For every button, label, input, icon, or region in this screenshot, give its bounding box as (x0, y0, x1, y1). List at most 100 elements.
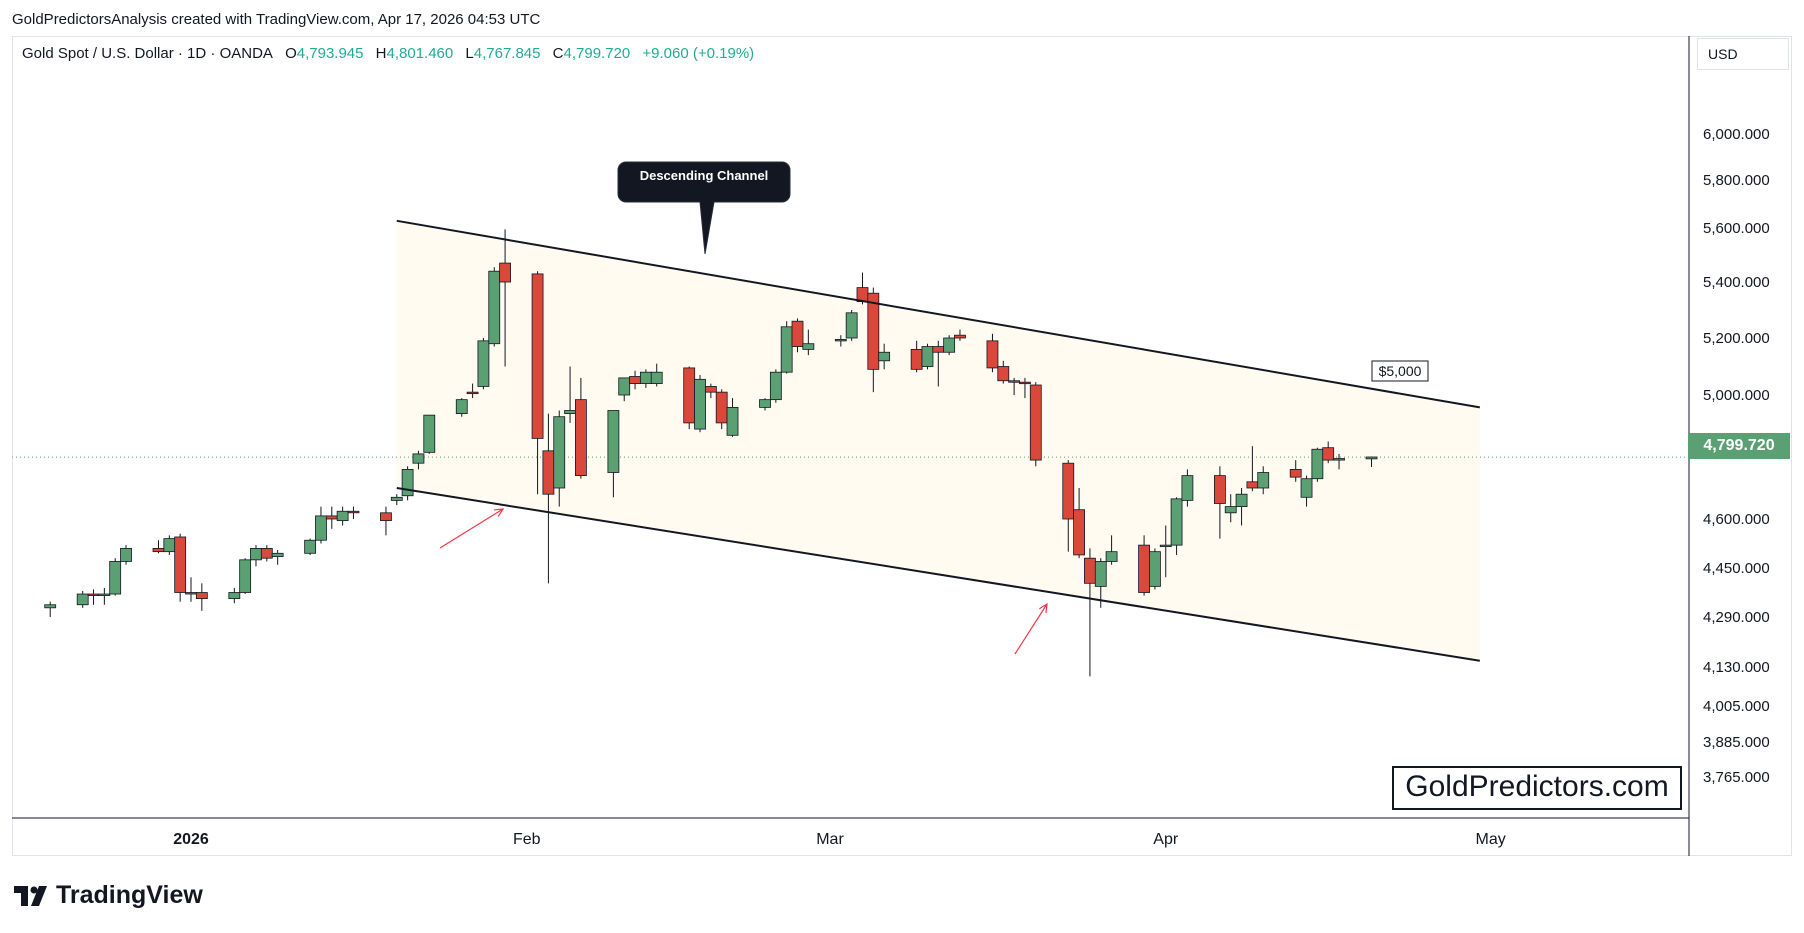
change-value: +9.060 (+0.19%) (642, 45, 755, 62)
candle-body (304, 539, 317, 554)
currency-selector[interactable]: USD (1697, 38, 1789, 70)
y-tick-label: 3,885.000 (1703, 734, 1770, 751)
candle-body (1365, 456, 1378, 460)
candle (1365, 456, 1378, 467)
candle-body (629, 376, 641, 385)
candle-body (477, 340, 490, 387)
y-tick-label: 4,450.000 (1703, 560, 1770, 577)
low-value: 4,767.845 (473, 45, 541, 62)
candle-body (423, 414, 436, 453)
y-tick-label: 4,130.000 (1703, 659, 1770, 676)
candle-body (650, 371, 663, 385)
candle-body (271, 552, 284, 557)
candle-body (76, 593, 89, 606)
candle (1300, 475, 1313, 507)
candle (1149, 548, 1161, 590)
candle-body (694, 378, 706, 430)
candle (780, 321, 793, 374)
candle (834, 335, 847, 347)
candle (607, 410, 620, 498)
candles-layer (44, 229, 1378, 677)
candle-body (1289, 468, 1302, 478)
candle (152, 540, 165, 554)
candle-body (98, 593, 111, 596)
candle-body (1235, 493, 1248, 508)
x-tick-label: Feb (513, 831, 541, 848)
candle (650, 363, 663, 387)
candle (574, 377, 587, 479)
candle-body (412, 453, 425, 464)
candle-body (607, 410, 620, 473)
y-tick-label: 4,005.000 (1703, 698, 1770, 715)
candle (1029, 382, 1042, 467)
candle-body (759, 399, 771, 408)
candle (769, 369, 782, 403)
candle-body (1094, 561, 1107, 587)
candle-body (336, 510, 349, 522)
candle (954, 329, 966, 341)
y-tick-label: 5,200.000 (1703, 330, 1770, 347)
candle (726, 398, 739, 437)
y-tick-label: 6,000.000 (1703, 126, 1770, 143)
candle-body (174, 536, 187, 593)
candle (228, 587, 241, 604)
ohlc-legend: Gold Spot / U.S. Dollar · 1D · OANDA O4,… (22, 45, 754, 62)
candle (412, 450, 425, 470)
arrow-shaft (439, 508, 504, 549)
candle (390, 494, 403, 506)
candle (260, 545, 273, 562)
candle-body (315, 515, 327, 541)
candle-body (1246, 481, 1259, 489)
close-value: 4,799.720 (563, 45, 631, 62)
callout-label: Descending Channel (640, 168, 769, 183)
candle-body (163, 538, 176, 553)
candle-body (499, 262, 511, 283)
candle-body (44, 604, 57, 609)
candle (163, 535, 176, 555)
price-chart[interactable]: Descending Channel $5,000 6,000.000 5,800.… (0, 0, 1804, 870)
channel-upper-line (396, 219, 1481, 409)
candle (618, 377, 631, 402)
candle (1084, 548, 1096, 677)
candle (195, 583, 208, 611)
candle-body (1105, 551, 1118, 562)
level-label-box (1371, 360, 1429, 382)
candle (1257, 466, 1270, 495)
candle (1224, 494, 1237, 523)
candle (477, 338, 490, 390)
channel-fill (396, 220, 1480, 661)
candle (76, 590, 89, 608)
candle (174, 533, 187, 602)
candle (921, 343, 934, 370)
candle (1008, 377, 1021, 395)
candle (1322, 441, 1335, 464)
candle (997, 360, 1010, 384)
candle (455, 398, 468, 417)
candle-body (531, 273, 544, 439)
candle-body (986, 340, 999, 369)
candle (87, 589, 100, 605)
open-label: O (285, 45, 297, 62)
candle-body (347, 510, 360, 514)
candle-body (401, 468, 414, 497)
candle (1333, 453, 1345, 470)
candle (1311, 447, 1324, 482)
candle-body (109, 561, 122, 595)
candle-body (683, 367, 696, 424)
candle-body (120, 548, 132, 562)
candle (683, 366, 696, 430)
candle-body (455, 399, 468, 414)
candle-body (542, 450, 555, 495)
tradingview-logo[interactable]: TradingView (14, 881, 203, 910)
channel-layer (12, 220, 1688, 661)
candle-body (488, 270, 501, 345)
candle (1062, 460, 1075, 552)
candle-body (921, 346, 934, 367)
candle-body (195, 592, 208, 600)
candle-body (791, 320, 804, 347)
candle-body (152, 548, 165, 553)
chart-caption: GoldPredictorsAnalysis created with Trad… (12, 11, 541, 28)
candle (704, 383, 717, 399)
candle (185, 577, 197, 602)
candle-body (1159, 544, 1172, 548)
